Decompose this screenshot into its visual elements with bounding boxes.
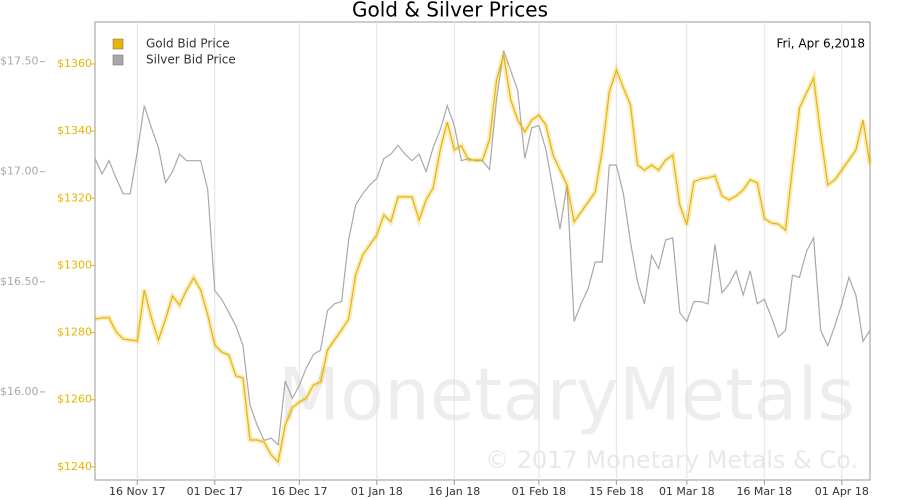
x-tick-label: 01 Jan 18 [351, 485, 403, 498]
x-tick-label: 16 Jan 18 [428, 485, 480, 498]
copyright: © 2017 Monetary Metals & Co. [485, 446, 858, 474]
legend-label: Gold Bid Price [146, 37, 230, 51]
legend-swatch [112, 54, 124, 66]
x-tick-label: 16 Dec 17 [271, 485, 327, 498]
plot-frame [94, 21, 871, 481]
chart-title: Gold & Silver Prices [352, 0, 548, 22]
y2-tick-label: $16.00 [0, 385, 39, 398]
series-line [94, 50, 871, 447]
y2-tick-label: $17.00 [0, 165, 39, 178]
y-tick-label: $1280 [57, 326, 92, 339]
x-tick-label: 16 Mar 18 [736, 485, 792, 498]
y-tick-label: $1340 [57, 124, 92, 137]
y-tick-label: $1300 [57, 258, 92, 271]
legend-swatch [112, 38, 124, 50]
y-tick-label: $1360 [57, 57, 92, 70]
y2-tick-label: $16.50 [0, 275, 39, 288]
x-tick-label: 01 Apr 18 [815, 485, 869, 498]
watermark: MonetaryMetals [278, 353, 855, 437]
x-tick-label: 15 Feb 18 [589, 485, 643, 498]
series-line [94, 54, 871, 464]
x-tick-label: 16 Nov 17 [109, 485, 165, 498]
x-tick-label: 01 Dec 17 [187, 485, 243, 498]
date-label: Fri, Apr 6,2018 [777, 37, 866, 51]
legend-label: Silver Bid Price [146, 53, 236, 67]
y-tick-label: $1260 [57, 393, 92, 406]
x-tick-label: 01 Feb 18 [512, 485, 566, 498]
y-tick-label: $1320 [57, 191, 92, 204]
y2-tick-label: $17.50 [0, 55, 39, 68]
x-tick-label: 01 Mar 18 [659, 485, 715, 498]
y-tick-label: $1240 [57, 460, 92, 473]
